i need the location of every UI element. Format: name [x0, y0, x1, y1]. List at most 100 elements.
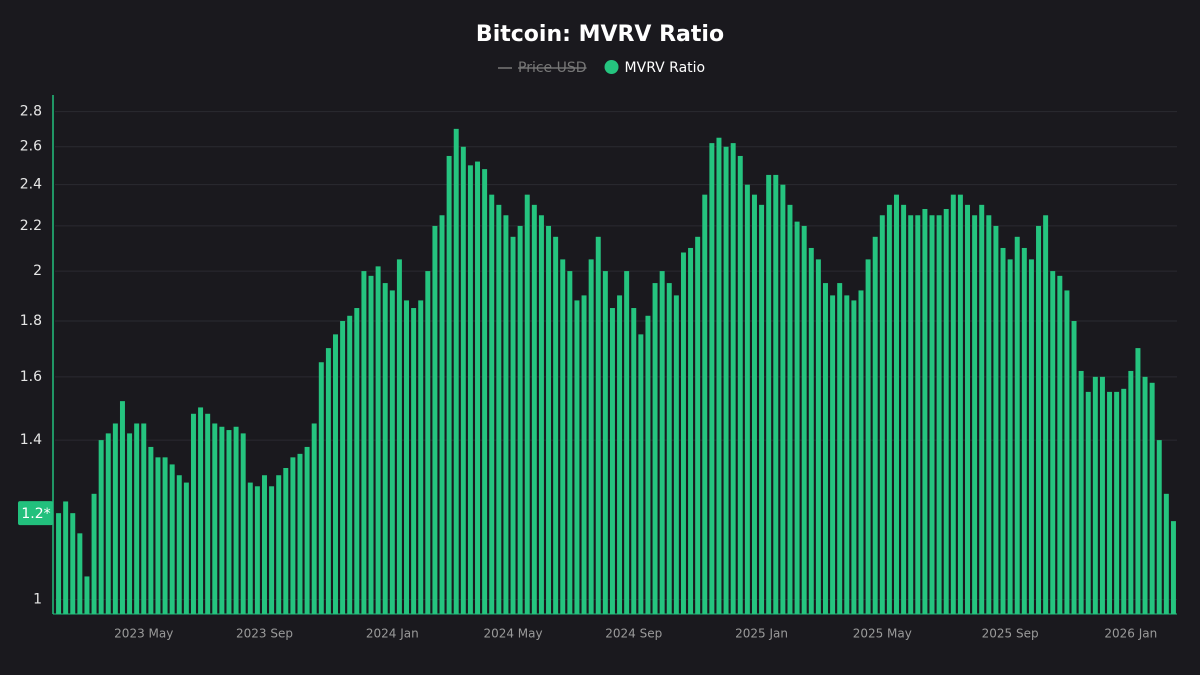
- bar: [1028, 259, 1034, 614]
- bar: [560, 259, 566, 614]
- bar: [993, 225, 999, 615]
- chart-title: Bitcoin: MVRV Ratio: [476, 22, 724, 47]
- bar: [290, 457, 296, 614]
- bar: [666, 283, 672, 614]
- bar: [418, 300, 424, 614]
- y-tick-label: 2.6: [20, 139, 42, 155]
- bar: [595, 236, 601, 615]
- bar: [1050, 271, 1056, 614]
- bar: [950, 194, 956, 614]
- bar: [425, 271, 431, 614]
- bar: [1092, 376, 1098, 614]
- bar: [957, 194, 963, 614]
- bar: [404, 300, 409, 614]
- bar: [219, 426, 225, 614]
- bar: [865, 259, 871, 614]
- bar: [943, 208, 949, 614]
- bar: [503, 215, 509, 614]
- bar: [382, 283, 388, 614]
- bar: [347, 315, 353, 614]
- current-value-marker: [18, 501, 53, 526]
- bar: [325, 348, 331, 614]
- bar: [56, 513, 62, 614]
- bar: [176, 475, 182, 614]
- x-tick-label: 2026 Jan: [1104, 627, 1157, 641]
- bar: [1043, 215, 1049, 614]
- y-tick-label: 2.2: [20, 218, 42, 234]
- bar: [894, 194, 899, 614]
- bar: [780, 184, 786, 614]
- bar: [965, 204, 970, 614]
- bar: [1036, 225, 1042, 615]
- bar: [986, 215, 992, 614]
- bar: [1000, 247, 1006, 614]
- bar: [1170, 521, 1176, 614]
- bar: [340, 321, 346, 614]
- bar: [269, 486, 275, 614]
- bar: [929, 215, 935, 614]
- bar: [162, 457, 168, 614]
- bar: [901, 204, 907, 614]
- y-tick-label: 2.8: [20, 104, 42, 120]
- bar: [588, 259, 594, 614]
- legend-swatch[interactable]: [604, 60, 619, 74]
- bar: [98, 440, 104, 614]
- x-tick-label: 2025 May: [853, 627, 912, 641]
- legend-label[interactable]: MVRV Ratio: [625, 60, 706, 76]
- bar: [127, 433, 133, 614]
- bar: [105, 433, 111, 614]
- bar: [91, 493, 97, 614]
- bar: [226, 430, 232, 614]
- bar: [652, 283, 658, 614]
- bar: [1135, 348, 1141, 614]
- bar: [815, 259, 821, 614]
- bar: [1014, 236, 1020, 615]
- bar: [70, 513, 76, 614]
- bar: [716, 137, 722, 614]
- bar: [936, 215, 942, 614]
- bar: [688, 247, 694, 614]
- legend-label[interactable]: Price USD: [518, 60, 587, 76]
- bar: [517, 225, 523, 615]
- bar: [546, 225, 552, 615]
- bar: [1071, 321, 1077, 614]
- bar: [1128, 370, 1134, 614]
- y-tick-label: 2.4: [20, 177, 42, 193]
- bar: [553, 236, 559, 615]
- bar: [787, 204, 793, 614]
- bar: [190, 413, 196, 614]
- bar: [1121, 388, 1127, 614]
- bar: [858, 290, 864, 614]
- bar: [1142, 376, 1148, 614]
- bar: [77, 533, 83, 614]
- bar: [1149, 382, 1155, 614]
- bar: [198, 407, 204, 614]
- bar: [567, 271, 573, 614]
- bar: [368, 275, 374, 614]
- bar: [1021, 247, 1027, 614]
- bar: [574, 300, 580, 614]
- x-tick-label: 2024 Sep: [605, 627, 662, 641]
- bar: [276, 475, 282, 614]
- bar: [879, 215, 885, 614]
- bar: [1156, 440, 1162, 614]
- bar: [659, 271, 665, 614]
- bar: [1114, 391, 1120, 614]
- bar: [467, 165, 473, 614]
- x-tick-label: 2023 May: [114, 627, 173, 641]
- bar: [112, 423, 118, 614]
- y-tick-label: 2: [33, 263, 42, 279]
- bar: [759, 204, 765, 614]
- bar: [205, 413, 211, 614]
- bar: [1007, 259, 1013, 614]
- bar: [84, 576, 90, 614]
- y-tick-label: 1: [33, 592, 42, 608]
- bar: [737, 155, 743, 614]
- bars: [56, 128, 1176, 615]
- bar: [482, 169, 488, 615]
- bar: [581, 295, 587, 614]
- bar: [723, 146, 729, 614]
- x-tick-label: 2024 Jan: [366, 627, 419, 641]
- x-tick-label: 2025 Jan: [735, 627, 788, 641]
